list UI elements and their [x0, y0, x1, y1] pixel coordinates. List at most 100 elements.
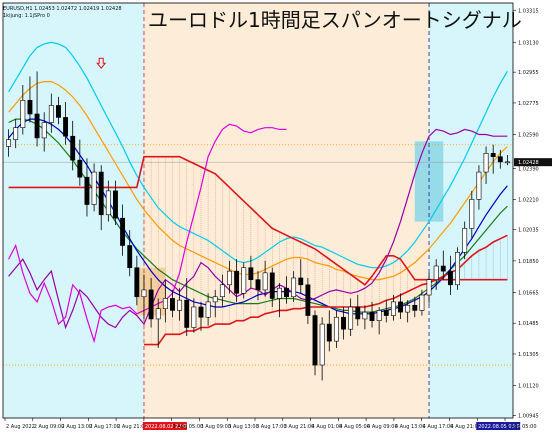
- candle-body: [84, 176, 90, 205]
- x-tick-label: 3 Aug 17:00: [256, 424, 287, 430]
- candle-body: [326, 323, 332, 342]
- candle: [333, 310, 339, 348]
- candle-body: [483, 152, 489, 173]
- candle-body: [412, 304, 418, 311]
- candle: [84, 158, 90, 217]
- candle-body: [20, 100, 26, 128]
- candle-body: [77, 159, 83, 178]
- x-tick-label: 3 Aug 13:00: [228, 424, 259, 430]
- y-tick-label: 1.01665: [518, 290, 539, 296]
- candle: [48, 93, 54, 133]
- candle: [369, 301, 375, 328]
- candle-body: [276, 287, 282, 299]
- candle-body: [504, 161, 510, 164]
- candle-body: [227, 270, 232, 286]
- candle-body: [34, 113, 40, 139]
- indicator-info: 1kijung: 1.1jSPro 0: [3, 13, 50, 19]
- candle-body: [433, 265, 439, 280]
- candle: [98, 165, 104, 231]
- candle: [383, 300, 389, 323]
- candle: [419, 289, 425, 316]
- candle: [298, 259, 304, 294]
- candle: [113, 180, 118, 226]
- candle: [355, 295, 361, 326]
- candle-body: [27, 100, 33, 115]
- candle-body: [113, 190, 118, 219]
- y-tick-label: 1.01120: [518, 384, 539, 390]
- y-tick-label: 1.03130: [518, 40, 539, 46]
- candle-body: [462, 228, 468, 253]
- y-tick-label: 1.01485: [518, 321, 539, 327]
- candle: [312, 310, 318, 376]
- candle: [191, 298, 197, 333]
- bg-session-mid: [143, 3, 430, 418]
- candle: [205, 293, 211, 326]
- y-tick-label: 1.01850: [518, 259, 539, 265]
- indicator-line-7: [8, 123, 287, 344]
- candle-body: [305, 284, 311, 316]
- candle: [255, 271, 261, 301]
- candle: [34, 71, 40, 147]
- candle-body: [155, 308, 161, 320]
- candle-body: [219, 284, 225, 298]
- indicator-line-0: [8, 41, 508, 269]
- candle-body: [440, 265, 446, 272]
- candle-body: [262, 272, 268, 291]
- candle-body: [376, 310, 382, 321]
- candle-body: [333, 316, 339, 342]
- candle: [462, 221, 468, 260]
- candle: [184, 277, 190, 337]
- candle: [63, 102, 69, 145]
- candle-body: [134, 267, 140, 298]
- candle-body: [341, 316, 346, 330]
- candle-body: [177, 299, 183, 311]
- candle: [262, 260, 268, 297]
- candle: [412, 296, 418, 318]
- candle-body: [13, 127, 19, 140]
- candle-body: [205, 301, 211, 318]
- candle: [326, 310, 332, 352]
- candle: [341, 306, 346, 340]
- y-tick-label: 1.02590: [518, 133, 539, 139]
- candle: [276, 283, 282, 318]
- candle: [162, 279, 168, 323]
- symbol-info: EURUSD,H1 1.02453 1.02472 1.02419 1.0242…: [3, 6, 122, 12]
- candle: [319, 317, 325, 381]
- x-tick-label: 2 Aug 09:00: [34, 424, 65, 430]
- candle-body: [497, 156, 503, 163]
- candle-body: [98, 171, 104, 216]
- candle: [348, 298, 354, 337]
- candle-body: [255, 279, 261, 291]
- candle: [27, 76, 33, 123]
- candle: [77, 139, 83, 186]
- candle: [155, 298, 161, 348]
- candle-body: [91, 171, 97, 205]
- candle-body: [348, 306, 354, 330]
- candle-body: [455, 252, 460, 286]
- candle: [148, 277, 154, 328]
- candle-body: [369, 311, 375, 321]
- x-tick-highlight-label: 2022.08.02 22:00: [145, 424, 190, 430]
- candle: [291, 271, 297, 302]
- candle-body: [469, 199, 475, 229]
- candle-body: [284, 287, 289, 298]
- x-tick-highlight-label: 2022.08.05 03:00: [478, 424, 523, 430]
- candle: [284, 276, 289, 304]
- candle-body: [419, 294, 425, 311]
- candle-body: [447, 270, 453, 286]
- candle-body: [212, 296, 218, 303]
- y-tick-label: 1.00945: [518, 413, 539, 419]
- candle-body: [105, 190, 111, 216]
- y-tick-label: 1.02775: [518, 101, 539, 107]
- candle: [248, 255, 254, 289]
- x-tick-label: 4 Aug 09:00: [367, 424, 398, 430]
- y-tick-label: 1.03315: [518, 9, 539, 15]
- candle-body: [291, 277, 297, 298]
- candle-body: [234, 270, 240, 294]
- candle-body: [184, 299, 190, 328]
- candle: [212, 289, 218, 318]
- candle: [469, 190, 475, 239]
- candle-body: [141, 289, 147, 298]
